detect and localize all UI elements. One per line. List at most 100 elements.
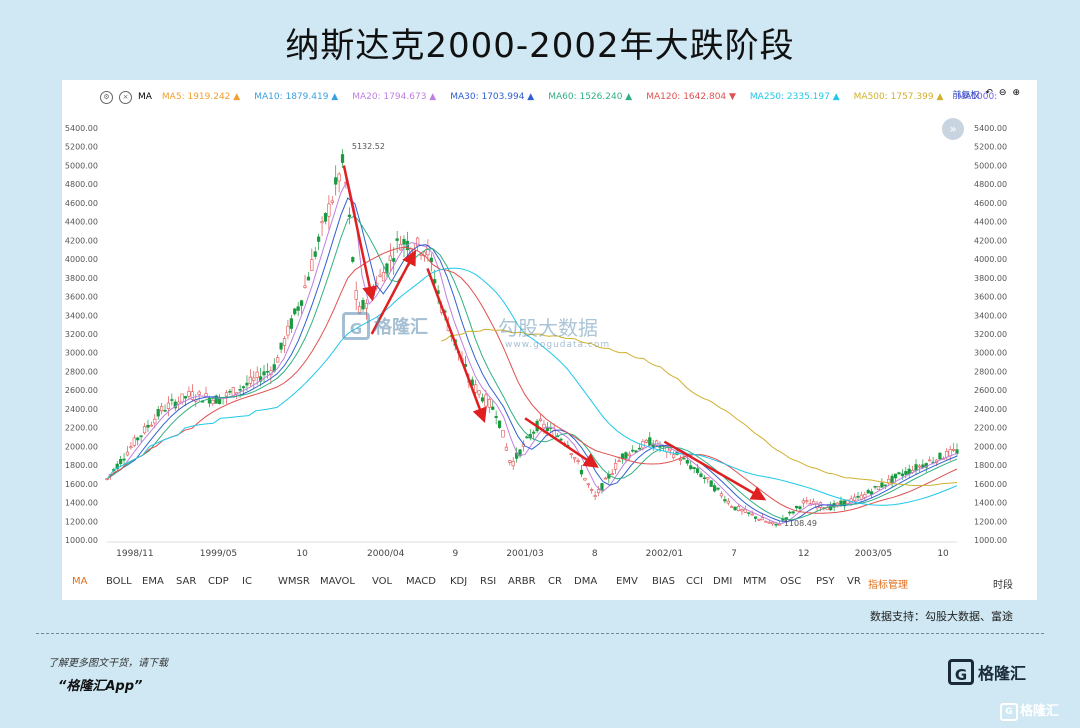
candle-body (897, 472, 901, 475)
candle-body (197, 391, 201, 395)
candle-body (398, 244, 403, 251)
candle-body (945, 451, 949, 458)
x-tick: 1999/05 (200, 549, 237, 559)
candle-body (419, 254, 423, 256)
candle-body (928, 459, 932, 462)
ma-item[interactable]: MA60: 1526.240 ▲ (548, 92, 633, 102)
ma-item[interactable]: MA5: 1919.242 ▲ (161, 92, 241, 102)
y-tick-left: 5400.00 (65, 124, 98, 133)
candle-body (904, 471, 908, 475)
candle-body (310, 259, 314, 271)
candle-body (303, 285, 307, 288)
candle-body (388, 255, 392, 261)
indicator-tab[interactable]: MTM (743, 576, 767, 587)
candle-body (119, 459, 123, 464)
candle-body (122, 458, 126, 461)
candle-body (381, 272, 386, 282)
candle-body (494, 416, 498, 418)
ma-item[interactable]: MA10: 1879.419 ▲ (254, 92, 339, 102)
indicator-tab[interactable]: VR (847, 576, 861, 587)
candle-body (538, 418, 543, 421)
corner-text: 格隆汇 (1020, 704, 1060, 719)
candle-body (835, 502, 840, 506)
indicator-tab[interactable]: MAVOL (320, 576, 355, 587)
indicator-tab[interactable]: KDJ (450, 576, 468, 587)
y-tick-left: 2400.00 (65, 405, 98, 414)
ma250-line (106, 267, 958, 506)
y-tick-left: 1400.00 (65, 499, 98, 508)
indicator-tab[interactable]: MACD (406, 576, 436, 587)
ma-item[interactable]: MA250: 2335.197 ▲ (749, 92, 840, 102)
y-tick-right: 2600.00 (974, 386, 1007, 395)
candle-body (880, 482, 884, 488)
indicator-tab[interactable]: CR (548, 576, 562, 587)
indicator-tab[interactable]: BOLL (106, 576, 132, 587)
candle-body (771, 521, 775, 525)
indicator-tab[interactable]: EMV (616, 576, 638, 587)
settings-icon[interactable]: ⚙ (100, 90, 113, 104)
plus-icon[interactable]: ⊕ (1012, 88, 1020, 98)
ma-item[interactable]: MA500: 1757.399 ▲ (853, 92, 944, 102)
indicator-tab[interactable]: ARBR (508, 576, 536, 587)
y-tick-left: 3600.00 (65, 293, 98, 302)
indicator-tab[interactable]: SAR (176, 576, 197, 587)
candle-body (873, 485, 877, 488)
indicator-tab[interactable]: VOL (372, 576, 393, 587)
candle-body (497, 420, 502, 428)
price-annotation: 1108.49 (784, 519, 817, 528)
y-tick-right: 3000.00 (974, 349, 1007, 358)
expand-icon[interactable]: » (942, 118, 964, 140)
candle-body (532, 431, 536, 434)
x-tick: 8 (592, 549, 598, 559)
candle-body (900, 473, 904, 477)
candle-body (689, 465, 693, 470)
indicator-tab[interactable]: PSY (816, 576, 835, 587)
candle-body (569, 453, 573, 455)
indicator-tab[interactable]: OSC (780, 576, 802, 587)
adjust-mode[interactable]: 前复权 (952, 91, 980, 101)
y-tick-left: 3200.00 (65, 330, 98, 339)
indicator-tab[interactable]: 指标管理 (868, 580, 908, 591)
indicator-tab[interactable]: EMA (142, 576, 164, 587)
footer-logo-g: G (948, 659, 974, 685)
ma-toolbar: ⚙ × MA MA5: 1919.242 ▲ MA10: 1879.419 ▲ MA… (100, 88, 1020, 106)
indicator-tab[interactable]: CCI (686, 576, 703, 587)
watermark-brand2: 勾股大数据 (498, 316, 598, 340)
y-tick-right: 5400.00 (974, 124, 1007, 133)
candle-body (839, 500, 843, 505)
ma-selector[interactable]: MA (138, 92, 152, 102)
indicator-tab[interactable]: WMSR (278, 576, 310, 587)
ma-item[interactable]: MA120: 1642.804 ▼ (646, 92, 736, 102)
indicator-tab[interactable]: DMI (713, 576, 733, 587)
corner-watermark: G 格隆汇 (1000, 700, 1059, 721)
candle-body (627, 453, 631, 457)
price-annotation: 5132.52 (352, 142, 385, 151)
indicator-tab[interactable]: MA (72, 576, 88, 587)
candle-body (617, 460, 621, 463)
indicator-tab[interactable]: BIAS (652, 576, 675, 587)
x-tick: 2003/05 (855, 549, 892, 559)
candle-body (163, 410, 167, 412)
candle-body (327, 203, 331, 217)
candle-body (695, 468, 700, 473)
y-tick-left: 3400.00 (65, 311, 98, 320)
indicator-tab[interactable]: DMA (574, 576, 598, 587)
candle-body (351, 257, 355, 262)
ma-item[interactable]: MA30: 1703.994 ▲ (450, 92, 535, 102)
indicator-tab[interactable]: IC (242, 576, 252, 587)
ma-item[interactable]: MA1000: (957, 92, 998, 102)
close-icon[interactable]: × (119, 90, 132, 104)
indicator-tab[interactable]: RSI (480, 576, 497, 587)
y-tick-left: 1000.00 (65, 536, 98, 545)
candle-body (678, 459, 683, 461)
candle-body (211, 399, 215, 404)
ma-item[interactable]: MA20: 1794.673 ▲ (352, 92, 437, 102)
trend-arrow (370, 249, 416, 335)
candle-body (545, 427, 549, 431)
candle-body (576, 460, 580, 462)
indicator-tab[interactable]: CDP (208, 576, 229, 587)
indicator-tab[interactable]: 时段 (993, 580, 1013, 591)
candle-body (852, 496, 857, 501)
undo-icon[interactable]: ↶ (985, 88, 993, 98)
minus-icon[interactable]: ⊖ (998, 88, 1007, 98)
